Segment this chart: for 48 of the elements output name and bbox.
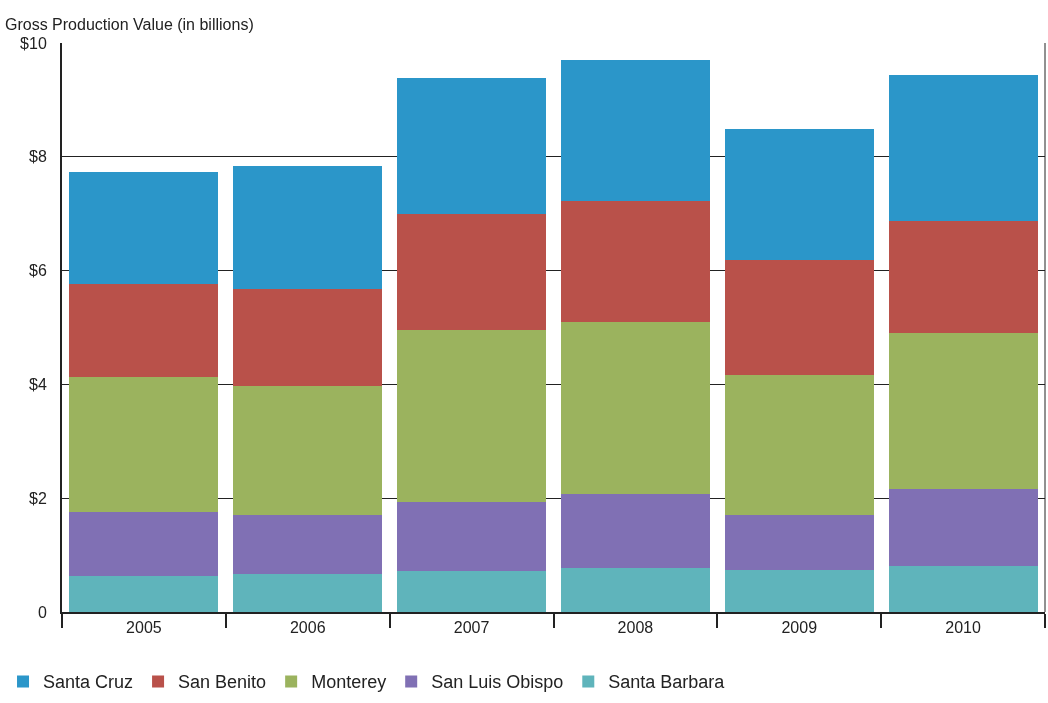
bar	[233, 289, 383, 386]
legend-label: Santa Barbara	[608, 672, 726, 693]
y-tick-label: $4	[29, 376, 47, 393]
y-axis-title: Gross Production Value (in billions)	[5, 16, 254, 33]
bar	[69, 377, 219, 513]
x-tick-label: 2010	[945, 619, 981, 637]
x-tick-label: 2009	[781, 619, 818, 637]
bar	[233, 573, 383, 612]
bar	[233, 166, 383, 290]
bar	[724, 374, 874, 516]
y-tick-label: $2	[29, 489, 47, 507]
bar	[724, 128, 874, 261]
bar	[888, 488, 1038, 566]
bar	[397, 571, 547, 612]
bar	[724, 260, 874, 375]
bar	[69, 512, 219, 577]
y-tick-label: $8	[29, 148, 47, 166]
y-tick-label: 0	[37, 603, 47, 621]
bar	[888, 565, 1038, 612]
x-tick-label: 2005	[126, 619, 162, 637]
bar	[560, 568, 710, 612]
bar	[69, 171, 219, 285]
bar	[233, 385, 383, 516]
bar	[560, 321, 710, 494]
legend-label: San Luis Obispo	[431, 672, 564, 693]
bar	[397, 77, 547, 215]
bar	[888, 74, 1038, 222]
bar	[724, 569, 874, 612]
bar	[888, 333, 1038, 489]
bar	[888, 221, 1038, 334]
x-tick-label: 2007	[453, 619, 490, 637]
bar	[233, 515, 383, 574]
bar	[560, 200, 710, 322]
bar	[69, 284, 219, 377]
x-tick-label: 2006	[289, 619, 326, 637]
x-tick-label: 2008	[617, 619, 654, 637]
bar	[397, 329, 547, 502]
y-tick-label: $10	[20, 34, 47, 52]
legend-label: Monterey	[311, 672, 387, 693]
y-tick-label: $6	[29, 262, 47, 280]
bar	[560, 493, 710, 569]
bar	[724, 515, 874, 570]
bar	[397, 214, 547, 330]
bar	[397, 501, 547, 572]
legend-label: Santa Cruz	[43, 672, 134, 693]
legend-label: San Benito	[178, 672, 267, 693]
bar	[69, 576, 219, 612]
bar	[560, 60, 710, 201]
